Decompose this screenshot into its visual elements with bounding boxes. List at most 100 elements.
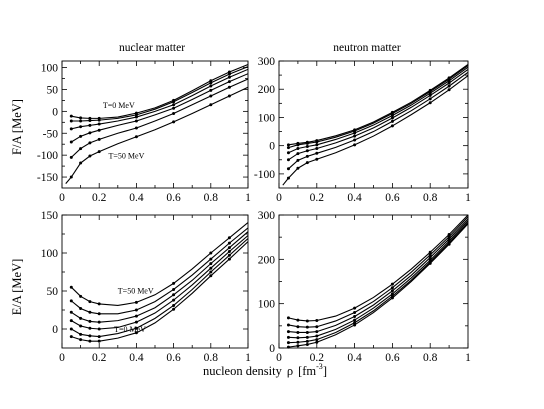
series-line-T30 xyxy=(288,69,468,161)
data-point-T50 xyxy=(428,250,432,254)
data-point-T20 xyxy=(69,319,73,323)
data-point-T0 xyxy=(172,307,176,311)
series-line-T20 xyxy=(288,220,468,339)
data-point-T30 xyxy=(69,310,73,314)
series-line-T50 xyxy=(65,86,248,184)
series-line-T20 xyxy=(71,235,248,330)
data-point-T10 xyxy=(227,72,231,76)
data-point-T20 xyxy=(390,292,394,296)
data-point-T0 xyxy=(227,257,231,261)
series-line-T20 xyxy=(71,68,248,130)
x-tick-label: 0.4 xyxy=(129,352,144,364)
data-point-T30 xyxy=(172,106,176,110)
data-point-T50 xyxy=(69,285,73,289)
data-point-T40 xyxy=(296,325,300,329)
data-point-T20 xyxy=(286,151,290,155)
data-point-T50 xyxy=(88,300,92,304)
y-axis-title-bottom: E/A [MeV] xyxy=(10,259,24,316)
x-tick-label: 1 xyxy=(245,192,251,204)
x-tick-label: 0.2 xyxy=(310,192,325,204)
data-point-T0 xyxy=(286,345,290,349)
data-point-T20 xyxy=(134,115,138,119)
x-tick-label: 0.8 xyxy=(423,352,438,364)
data-point-T50 xyxy=(353,143,357,147)
y-tick-label: 0 xyxy=(269,141,275,153)
data-point-T10 xyxy=(305,339,309,343)
x-tick-label: 1 xyxy=(465,352,471,364)
series-line-T0 xyxy=(288,223,468,348)
data-point-T20 xyxy=(209,266,213,270)
data-point-T30 xyxy=(134,314,138,318)
data-point-T10 xyxy=(305,141,309,145)
data-point-T50 xyxy=(227,236,231,240)
data-point-T10 xyxy=(97,118,101,122)
data-point-T40 xyxy=(296,158,300,162)
data-point-T30 xyxy=(305,149,309,153)
series-line-T0 xyxy=(71,241,248,342)
x-tick-label: 0.6 xyxy=(166,352,181,364)
data-point-T10 xyxy=(134,113,138,117)
data-point-T40 xyxy=(209,94,213,98)
data-point-T50 xyxy=(69,175,73,179)
data-point-T10 xyxy=(69,119,73,123)
data-point-T0 xyxy=(296,344,300,348)
data-point-T30 xyxy=(447,81,451,85)
series-line-T30 xyxy=(288,218,468,334)
y-tick-label: 300 xyxy=(258,210,276,222)
data-point-T50 xyxy=(209,251,213,255)
y-tick-label: 50 xyxy=(47,84,59,96)
x-tick-label: 0.4 xyxy=(347,192,362,204)
y-tick-label: -50 xyxy=(43,128,59,140)
data-point-T50 xyxy=(390,124,394,128)
data-point-T20 xyxy=(353,131,357,135)
data-point-T20 xyxy=(88,326,92,330)
data-point-T10 xyxy=(315,140,319,144)
data-point-T20 xyxy=(172,298,176,302)
data-point-T50 xyxy=(315,157,319,161)
data-point-T10 xyxy=(172,303,176,307)
data-point-T50 xyxy=(296,318,300,322)
data-point-T20 xyxy=(305,335,309,339)
series-annotation: T=0 MeV xyxy=(103,101,135,110)
series-line-T0 xyxy=(288,63,468,146)
data-point-T40 xyxy=(390,286,394,290)
series-line-T50 xyxy=(70,222,248,306)
data-point-T30 xyxy=(209,262,213,266)
data-point-T0 xyxy=(209,79,213,83)
x-tick-label: 0 xyxy=(59,192,65,204)
data-point-T30 xyxy=(315,330,319,334)
data-point-T30 xyxy=(227,246,231,250)
x-axis-title-unit-exponent: -3 xyxy=(316,362,323,371)
data-point-T0 xyxy=(79,116,83,120)
x-tick-label: 0.8 xyxy=(423,192,438,204)
data-point-T10 xyxy=(79,332,83,336)
data-point-T20 xyxy=(286,335,290,339)
data-point-T0 xyxy=(88,116,92,120)
panel-nuclear-energy: 0 0.2 0.4 0.6 0.8 1 0 50 100 150 T=50 MeV T=0 MeV xyxy=(41,210,251,364)
data-point-T40 xyxy=(353,138,357,142)
data-point-T40 xyxy=(286,167,290,171)
data-point-T20 xyxy=(97,122,101,126)
y-tick-label: -100 xyxy=(254,169,275,181)
series-line-T10 xyxy=(71,66,248,122)
data-point-T10 xyxy=(88,334,92,338)
data-point-T20 xyxy=(227,249,231,253)
data-point-T40 xyxy=(286,323,290,327)
series-annotation: T=50 MeV xyxy=(109,152,145,161)
x-tick-label: 0.4 xyxy=(347,352,362,364)
x-tick-label: 0.6 xyxy=(166,192,181,204)
series-line-T20 xyxy=(288,66,468,154)
data-point-T0 xyxy=(69,114,73,118)
data-point-T20 xyxy=(209,84,213,88)
y-tick-label: 100 xyxy=(258,299,276,311)
data-point-T50 xyxy=(79,161,83,165)
data-point-T10 xyxy=(353,321,357,325)
data-point-T20 xyxy=(88,123,92,127)
data-point-T40 xyxy=(353,311,357,315)
data-point-T30 xyxy=(172,293,176,297)
series-line-T10 xyxy=(71,238,248,338)
data-point-T40 xyxy=(447,84,451,88)
data-point-T40 xyxy=(305,154,309,158)
data-point-T10 xyxy=(69,327,73,331)
